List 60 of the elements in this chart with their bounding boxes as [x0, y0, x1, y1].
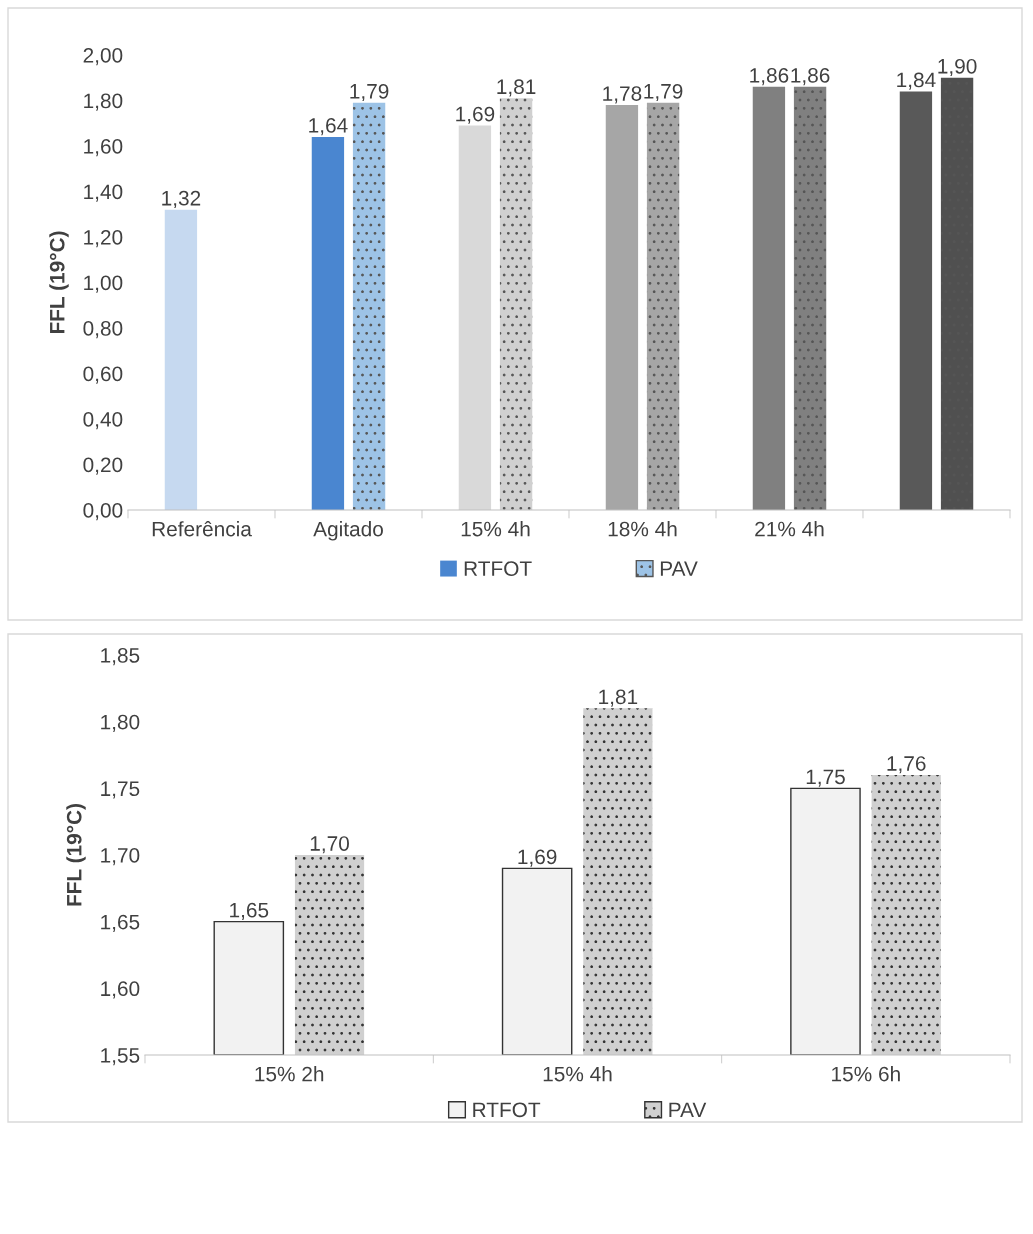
data-label: 1,86: [791, 67, 830, 86]
data-label: 1,78: [603, 86, 642, 104]
x-tick-label: 15% 2h: [255, 1066, 324, 1082]
x-tick-label: 15% 6h: [832, 1066, 900, 1082]
legend-label: PAV: [660, 561, 698, 576]
x-tick-label: 21% 4h: [755, 521, 824, 537]
y-tick-label: 0,20: [83, 457, 123, 475]
y-tick-label: 0,80: [83, 321, 123, 339]
data-label: 1,32: [162, 190, 201, 209]
y-tick-label: 1,75: [101, 781, 140, 799]
bar: [899, 91, 933, 510]
y-axis-title: FFL (19°C): [49, 231, 69, 334]
bar: [940, 77, 974, 510]
data-label: 1,69: [456, 106, 495, 124]
y-tick-label: 1,70: [101, 848, 140, 866]
data-label: 1,79: [350, 83, 389, 102]
y-tick-label: 0,00: [83, 503, 123, 521]
y-tick-label: 0,60: [83, 366, 123, 384]
data-label: 1,79: [644, 83, 683, 102]
data-label: 1,69: [518, 849, 557, 867]
y-tick-label: 0,40: [83, 412, 123, 430]
bar: [752, 86, 786, 510]
x-tick-label: 18% 4h: [608, 521, 677, 537]
bar: [352, 102, 386, 510]
x-tick-label: 15% 4h: [461, 521, 530, 537]
bar: [499, 98, 533, 510]
y-tick-label: 1,60: [84, 139, 123, 157]
y-tick-label: 1,00: [84, 275, 123, 293]
data-label: 1,90: [938, 58, 977, 77]
x-tick-label: 15% 4h: [543, 1066, 612, 1082]
legend-label: PAV: [669, 1102, 707, 1117]
y-tick-label: 1,80: [84, 93, 123, 111]
x-tick-label: Agitado: [313, 521, 383, 541]
y-tick-label: 1,60: [101, 981, 140, 999]
y-tick-label: 1,55: [101, 1048, 140, 1066]
bar: [793, 86, 827, 510]
data-label: 1,84: [897, 72, 936, 90]
y-tick-label: 2,00: [83, 48, 123, 66]
data-label: 1,70: [310, 836, 349, 854]
legend-label: RTFOT: [473, 1102, 541, 1118]
y-axis-title: FFL (19°C): [66, 804, 86, 906]
data-label: 1,81: [497, 79, 536, 97]
bar: [605, 105, 639, 510]
data-label: 1,75: [806, 769, 845, 787]
bar: [311, 136, 345, 510]
bar: [164, 209, 198, 510]
data-label: 1,76: [887, 756, 926, 774]
bar: [458, 125, 492, 510]
data-label: 1,86: [750, 67, 789, 86]
data-label: 1,65: [230, 902, 269, 921]
bar: [646, 102, 680, 510]
data-label: 1,81: [599, 689, 638, 707]
x-tick-label: Referência: [152, 521, 252, 537]
legend-label: RTFOT: [464, 561, 532, 577]
y-tick-label: 1,80: [101, 714, 140, 732]
y-tick-label: 1,85: [101, 648, 140, 666]
y-tick-label: 1,20: [84, 230, 123, 248]
data-label: 1,64: [309, 118, 348, 136]
y-tick-label: 1,40: [84, 184, 123, 202]
y-tick-label: 1,65: [101, 914, 140, 932]
